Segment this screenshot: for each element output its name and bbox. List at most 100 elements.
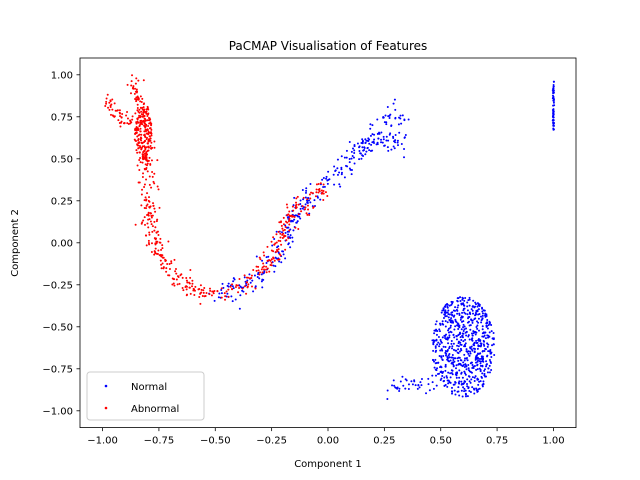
- point-abnormal: [277, 248, 280, 251]
- point-normal: [444, 315, 447, 318]
- point-abnormal: [285, 203, 288, 206]
- point-normal: [459, 362, 462, 365]
- point-normal: [368, 138, 371, 141]
- point-normal: [432, 387, 435, 390]
- point-abnormal: [137, 129, 140, 132]
- point-normal: [403, 136, 406, 139]
- point-abnormal: [212, 290, 215, 293]
- point-normal: [466, 395, 469, 398]
- point-normal: [481, 350, 484, 353]
- point-normal: [475, 368, 478, 371]
- point-normal: [446, 305, 449, 308]
- point-normal: [474, 347, 477, 350]
- point-normal: [449, 326, 452, 329]
- point-normal: [459, 331, 462, 334]
- point-normal: [469, 381, 472, 384]
- point-abnormal: [157, 188, 160, 191]
- point-normal: [484, 337, 487, 340]
- point-abnormal: [140, 100, 143, 103]
- point-abnormal: [185, 279, 188, 282]
- point-normal: [444, 309, 447, 312]
- point-abnormal: [151, 175, 154, 178]
- point-normal: [466, 321, 469, 324]
- point-abnormal: [149, 220, 152, 223]
- point-normal: [445, 315, 448, 318]
- point-normal: [552, 87, 555, 90]
- point-abnormal: [185, 288, 188, 291]
- point-abnormal: [139, 95, 142, 98]
- point-abnormal: [306, 213, 309, 216]
- point-abnormal: [139, 100, 142, 103]
- point-normal: [231, 285, 234, 288]
- point-abnormal: [290, 214, 293, 217]
- point-normal: [358, 150, 361, 153]
- point-abnormal: [143, 120, 146, 123]
- point-abnormal: [110, 103, 113, 106]
- point-abnormal: [263, 268, 266, 271]
- point-abnormal: [160, 263, 163, 266]
- point-abnormal: [260, 268, 263, 271]
- point-normal: [476, 378, 479, 381]
- point-abnormal: [175, 278, 178, 281]
- point-abnormal: [216, 290, 219, 293]
- point-abnormal: [141, 123, 144, 126]
- point-normal: [392, 102, 395, 105]
- point-normal: [340, 166, 343, 169]
- point-abnormal: [281, 237, 284, 239]
- point-abnormal: [282, 229, 285, 232]
- point-normal: [450, 319, 453, 322]
- point-abnormal: [257, 269, 260, 272]
- point-normal: [485, 313, 488, 316]
- point-abnormal: [308, 193, 311, 196]
- point-normal: [460, 389, 463, 392]
- point-abnormal: [139, 130, 142, 133]
- point-abnormal: [297, 228, 300, 231]
- point-normal: [479, 364, 482, 367]
- point-normal: [455, 334, 458, 337]
- point-normal: [464, 331, 467, 334]
- point-abnormal: [161, 262, 164, 265]
- point-abnormal: [130, 84, 133, 87]
- point-abnormal: [141, 154, 144, 157]
- point-normal: [291, 220, 294, 223]
- point-abnormal: [307, 208, 310, 211]
- point-abnormal: [177, 275, 180, 278]
- point-abnormal: [270, 261, 273, 264]
- point-normal: [481, 314, 484, 317]
- point-normal: [466, 378, 469, 381]
- chart-title: PaCMAP Visualisation of Features: [229, 39, 428, 53]
- point-abnormal: [185, 285, 188, 288]
- point-normal: [459, 359, 462, 362]
- point-abnormal: [268, 259, 271, 262]
- point-abnormal: [191, 282, 194, 285]
- point-abnormal: [134, 90, 137, 93]
- point-normal: [464, 364, 467, 367]
- point-normal: [359, 152, 362, 155]
- point-normal: [234, 298, 237, 301]
- point-abnormal: [140, 133, 143, 136]
- point-abnormal: [156, 252, 159, 255]
- point-abnormal: [280, 224, 283, 227]
- point-abnormal: [109, 100, 112, 103]
- point-normal: [465, 368, 468, 371]
- point-normal: [463, 307, 466, 310]
- point-abnormal: [111, 108, 114, 111]
- point-abnormal: [150, 186, 153, 189]
- point-normal: [456, 322, 459, 325]
- point-normal: [451, 369, 454, 372]
- point-abnormal: [209, 289, 212, 292]
- point-normal: [450, 313, 453, 316]
- point-abnormal: [170, 260, 173, 263]
- point-abnormal: [278, 221, 281, 224]
- point-normal: [477, 321, 480, 324]
- point-abnormal: [250, 285, 253, 288]
- point-normal: [486, 342, 489, 345]
- point-abnormal: [137, 134, 140, 137]
- point-normal: [432, 343, 435, 346]
- point-abnormal: [270, 258, 273, 261]
- point-normal: [443, 376, 446, 379]
- point-abnormal: [145, 146, 148, 149]
- point-normal: [445, 352, 448, 355]
- point-normal: [455, 338, 458, 341]
